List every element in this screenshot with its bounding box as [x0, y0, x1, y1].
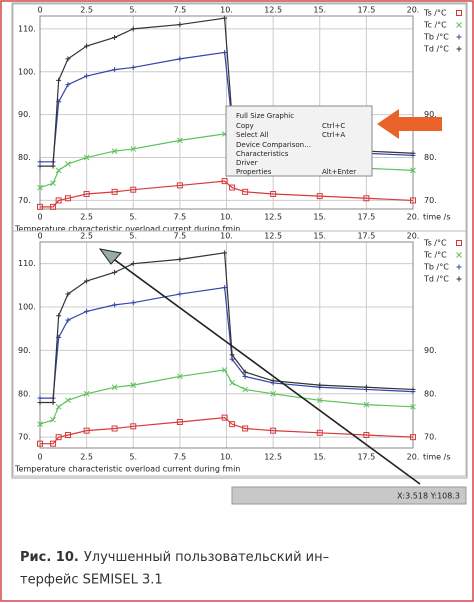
- legend-label: Tb /°C: [423, 33, 449, 42]
- legend-label: Tc /°C: [423, 21, 447, 30]
- x-tick-label: 12.5: [264, 453, 282, 462]
- x-tick-label: 7.5: [174, 6, 187, 15]
- caption-label: Рис. 10.: [20, 550, 79, 565]
- y-tick-label: 80.: [18, 153, 31, 162]
- x-tick-label: 0: [37, 453, 42, 462]
- x-tick-label: 10.: [220, 453, 233, 462]
- x-tick-label: 5.: [129, 453, 137, 462]
- status-text: X:3.518 Y:108.3: [397, 492, 460, 501]
- y-tick-label: 100.: [18, 303, 36, 312]
- x-tick-label: 17.5: [357, 232, 375, 241]
- x-tick-label: 0: [37, 232, 42, 241]
- caption-text: Улучшенный пользовательский ин–: [84, 550, 329, 565]
- menu-item[interactable]: Full Size Graphic: [236, 112, 294, 120]
- context-menu: Full Size Graphic Copy Ctrl+C Select All…: [226, 106, 372, 176]
- x-tick-label: 0: [37, 6, 42, 15]
- menu-item[interactable]: Driver: [236, 159, 258, 167]
- x-tick-label: 17.5: [357, 453, 375, 462]
- y2-tick-label: 70.: [424, 433, 437, 442]
- chart-panel: [13, 231, 466, 476]
- y-tick-label: 70.: [18, 433, 31, 442]
- x-tick-label: 20.: [407, 6, 420, 15]
- y2-tick-label: 80.: [424, 153, 437, 162]
- x-tick-label: 15.: [313, 232, 326, 241]
- x-tick-label: 15.: [313, 453, 326, 462]
- x-tick-label: 12.5: [264, 213, 282, 222]
- legend-label: Tb /°C: [423, 263, 449, 272]
- y2-tick-label: 80.: [424, 389, 437, 398]
- x-tick-label: 5.: [129, 213, 137, 222]
- x-tick-label: 20.: [407, 213, 420, 222]
- menu-shortcut: Ctrl+A: [322, 131, 345, 139]
- x-tick-label: 2.5: [80, 232, 93, 241]
- x-tick-label: 5.: [129, 232, 137, 241]
- menu-shortcut: Ctrl+C: [322, 122, 345, 130]
- chart-note: Temperature characteristic overload curr…: [14, 465, 240, 474]
- menu-item[interactable]: Properties: [236, 168, 272, 176]
- x-tick-label: 2.5: [80, 6, 93, 15]
- x-tick-label: 7.5: [174, 232, 187, 241]
- x-tick-label: 2.5: [80, 213, 93, 222]
- x-tick-label: 15.: [313, 6, 326, 15]
- caption-text: терфейс SEMISEL 3.1: [20, 573, 163, 588]
- x-tick-label: 5.: [129, 6, 137, 15]
- y-tick-label: 110.: [18, 259, 36, 268]
- legend-label: Ts /°C: [423, 239, 447, 248]
- y-tick-label: 70.: [18, 196, 31, 205]
- caption-line: Рис. 10. Улучшенный пользовательский ин–: [20, 550, 329, 565]
- x-tick-label: 17.5: [357, 213, 375, 222]
- x-tick-label: 0: [37, 213, 42, 222]
- page: 0 0 2.5 2.5 5. 5. 7.5 7.5 10. 10. 12.5 12.5 15. 15. 17…: [0, 0, 474, 603]
- x-tick-label: 10.: [220, 232, 233, 241]
- menu-shortcut: Alt+Enter: [322, 168, 356, 176]
- y-tick-label: 80.: [18, 389, 31, 398]
- x-tick-label: 17.5: [357, 6, 375, 15]
- legend-label: Tc /°C: [423, 251, 447, 260]
- x-tick-label: 10.: [220, 6, 233, 15]
- x-tick-label: 12.5: [264, 6, 282, 15]
- menu-item[interactable]: Device Comparison…: [236, 141, 311, 149]
- charts: 0 0 2.5 2.5 5. 5. 7.5 7.5 10. 10. 12.5 12.5 15. 15. 17…: [13, 4, 466, 476]
- x-tick-label: 20.: [407, 232, 420, 241]
- menu-item[interactable]: Copy: [236, 122, 254, 130]
- x-axis-label: time /s: [423, 453, 450, 462]
- x-axis-label: time /s: [423, 213, 450, 222]
- y2-tick-label: 70.: [424, 196, 437, 205]
- y-tick-label: 100.: [18, 67, 36, 76]
- x-tick-label: 7.5: [174, 213, 187, 222]
- legend-label: Td /°C: [423, 275, 449, 284]
- x-tick-label: 12.5: [264, 232, 282, 241]
- legend-label: Td /°C: [423, 45, 449, 54]
- menu-item[interactable]: Select All: [236, 131, 269, 139]
- x-tick-label: 15.: [313, 213, 326, 222]
- x-tick-label: 7.5: [174, 453, 187, 462]
- legend-label: Ts /°C: [423, 9, 447, 18]
- y-tick-label: 90.: [18, 110, 31, 119]
- x-tick-label: 20.: [407, 453, 420, 462]
- y-tick-label: 110.: [18, 24, 36, 33]
- y-tick-label: 90.: [18, 346, 31, 355]
- menu-item[interactable]: Characteristics: [236, 150, 289, 158]
- x-tick-label: 2.5: [80, 453, 93, 462]
- y2-tick-label: 90.: [424, 346, 437, 355]
- x-tick-label: 10.: [220, 213, 233, 222]
